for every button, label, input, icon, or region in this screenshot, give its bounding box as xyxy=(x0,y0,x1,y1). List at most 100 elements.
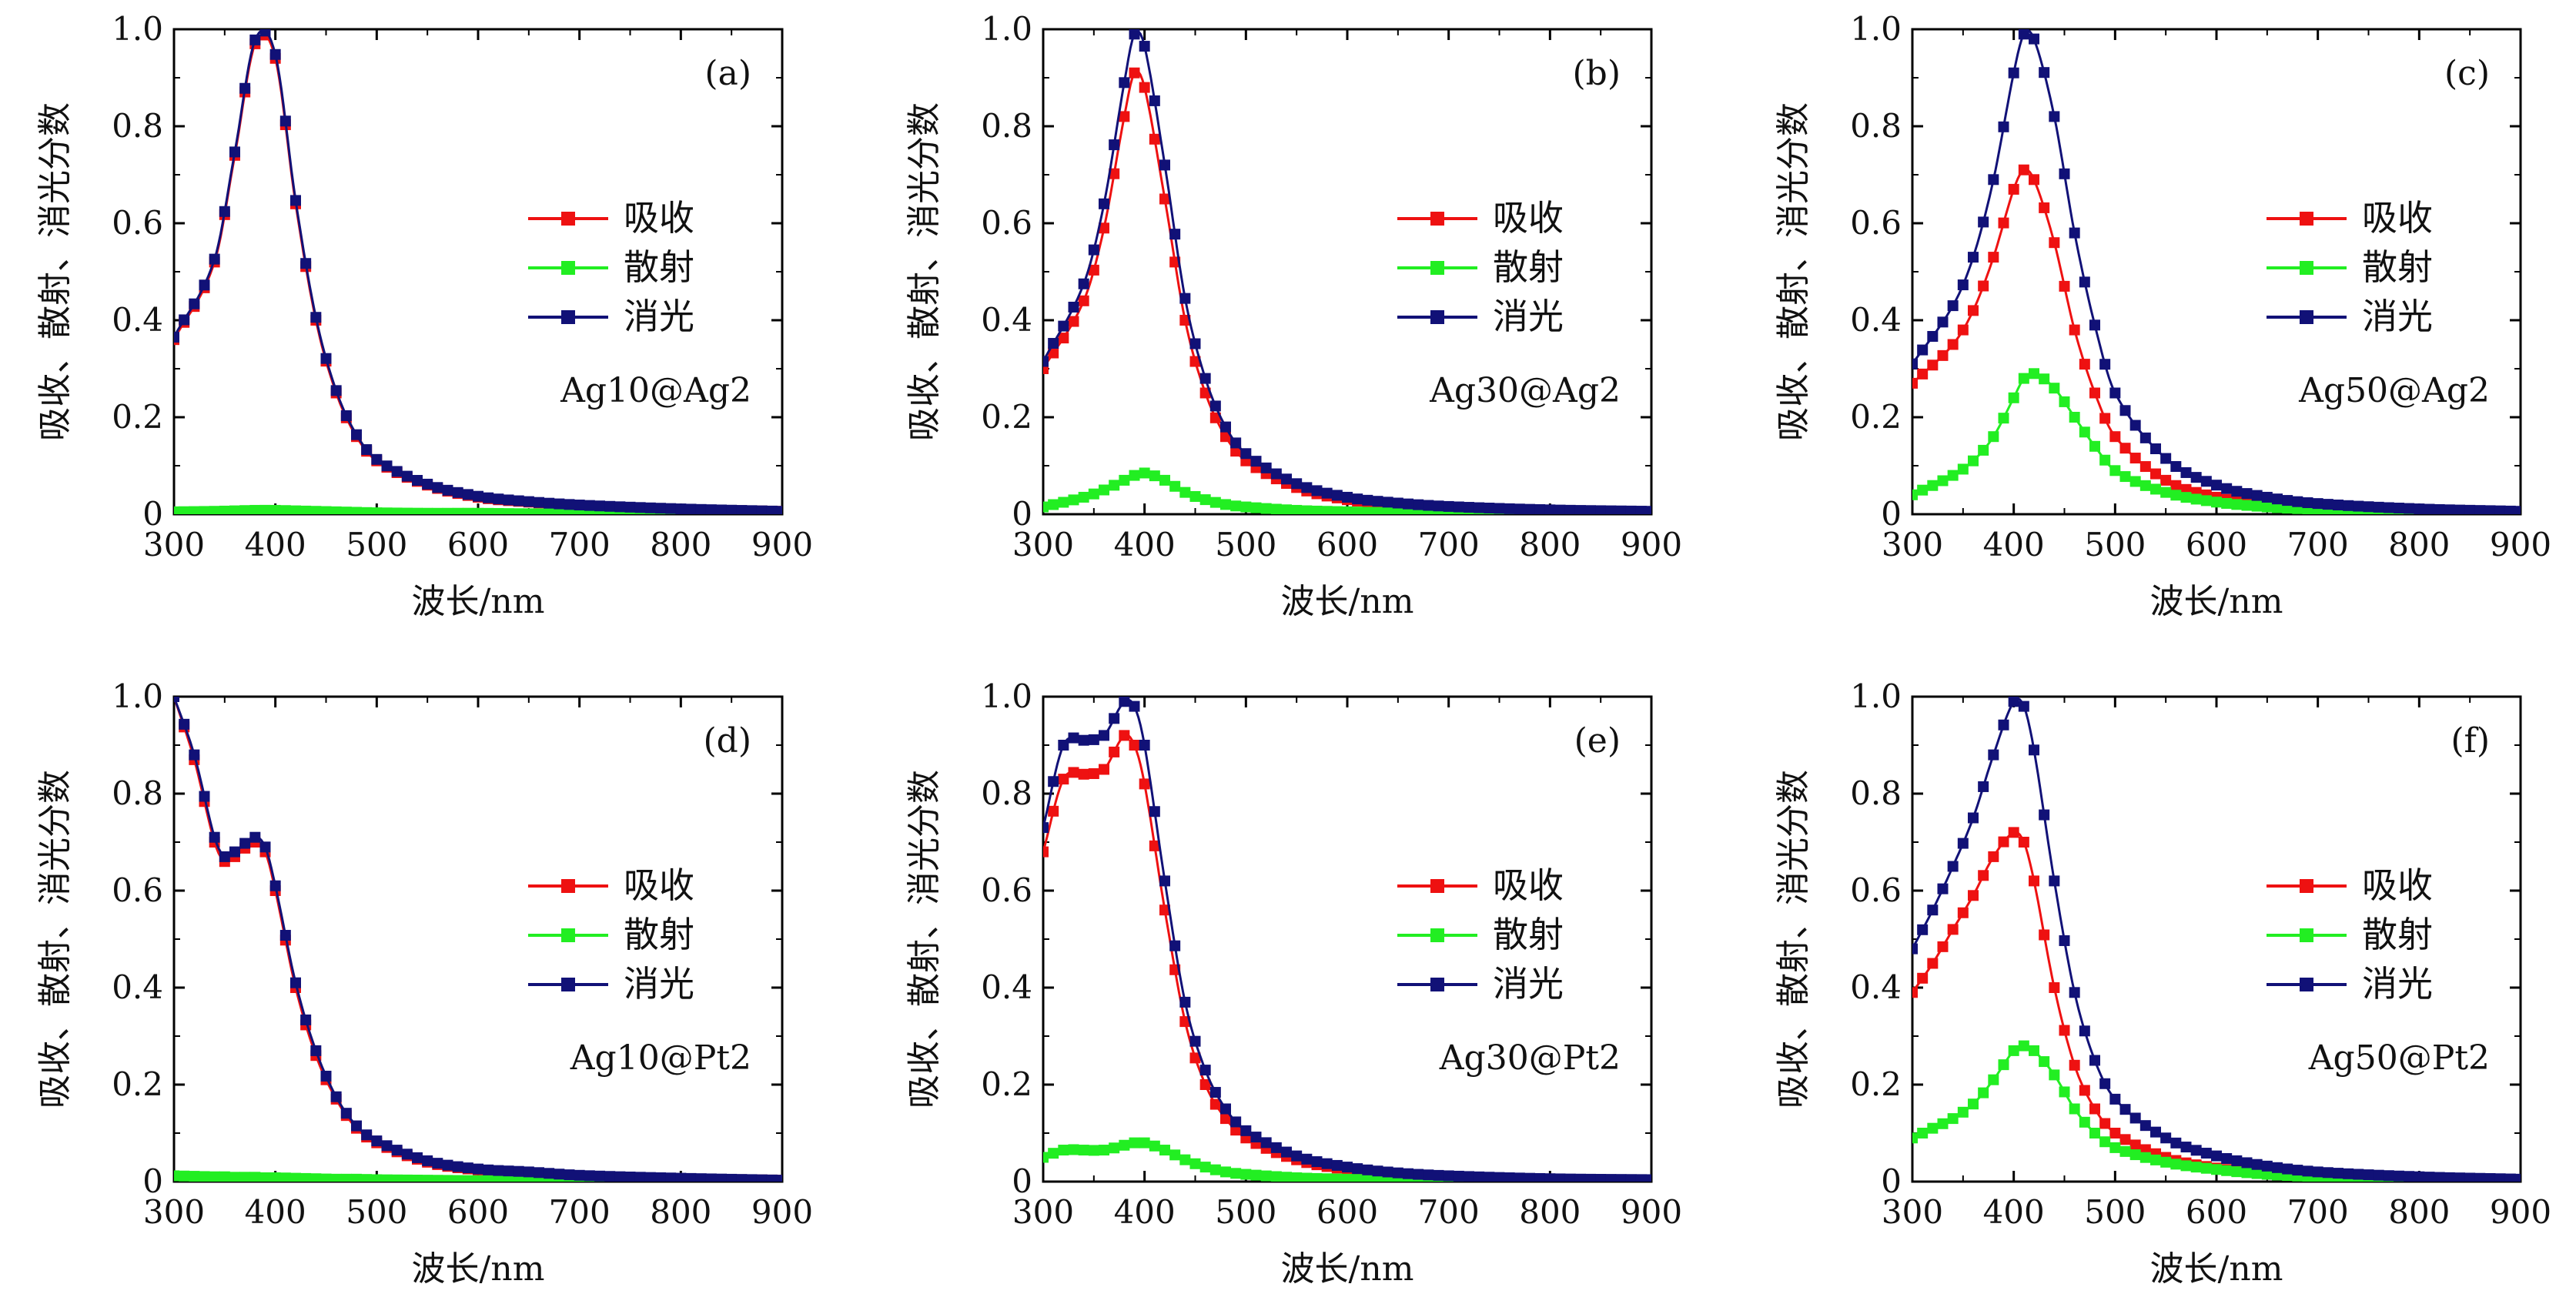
data-point xyxy=(2292,1165,2303,1176)
series-group xyxy=(174,29,782,514)
data-point xyxy=(2180,466,2192,478)
data-point xyxy=(1260,1137,1272,1149)
data-point xyxy=(361,507,373,514)
panel-label: (d) xyxy=(704,721,752,761)
data-point xyxy=(624,501,636,513)
legend-label: 消光 xyxy=(2362,963,2433,1005)
data-point xyxy=(381,1140,393,1152)
data-point xyxy=(594,1170,605,1182)
data-point xyxy=(249,34,261,45)
data-point xyxy=(1230,446,1242,457)
data-point xyxy=(1078,734,1089,746)
y-tick-label: 0.4 xyxy=(112,301,163,339)
data-point xyxy=(2484,505,2496,514)
data-point xyxy=(2444,1172,2455,1182)
data-point xyxy=(361,444,373,456)
data-point xyxy=(209,253,220,265)
data-point xyxy=(2069,412,2080,423)
data-point xyxy=(1088,488,1099,500)
data-point xyxy=(1988,851,1999,862)
data-point xyxy=(1230,1125,1242,1136)
data-point xyxy=(2312,498,2323,510)
data-point xyxy=(2333,499,2343,510)
data-point xyxy=(290,195,301,206)
legend-marker xyxy=(2300,978,2313,991)
data-point xyxy=(249,831,261,843)
data-point xyxy=(2029,1045,2039,1056)
data-point xyxy=(442,484,453,496)
x-tick-label: 500 xyxy=(346,1193,407,1231)
data-point xyxy=(1978,216,1989,228)
data-point xyxy=(2272,493,2283,505)
data-point xyxy=(2099,413,2111,424)
data-point xyxy=(1937,941,1949,952)
data-point xyxy=(1978,444,1989,456)
data-point xyxy=(2464,1172,2476,1182)
data-point xyxy=(2211,1150,2222,1162)
data-point xyxy=(473,1175,483,1182)
y-axis-label: 吸收、散射、消光分数 xyxy=(1774,102,1813,441)
data-point xyxy=(1957,838,1969,849)
data-point xyxy=(2018,1040,2029,1052)
x-axis-label: 波长/nm xyxy=(2150,582,2283,621)
data-point xyxy=(1048,776,1059,787)
data-point xyxy=(1947,470,1959,481)
data-point xyxy=(1139,467,1150,479)
data-point xyxy=(1189,490,1201,502)
panel-label: (b) xyxy=(1573,54,1621,93)
data-point xyxy=(1058,774,1069,785)
data-point xyxy=(2129,1139,2141,1151)
data-point xyxy=(422,1175,433,1182)
y-tick-label: 1.0 xyxy=(981,677,1032,715)
data-point xyxy=(2343,500,2354,511)
data-point xyxy=(1554,504,1566,514)
data-point xyxy=(1129,29,1140,40)
data-point xyxy=(391,507,403,514)
data-point xyxy=(174,1170,179,1182)
data-point xyxy=(174,697,179,702)
data-point xyxy=(1968,812,1979,824)
data-point xyxy=(1043,356,1049,367)
data-point xyxy=(2109,431,2121,443)
data-point xyxy=(2079,359,2090,370)
data-point xyxy=(2353,500,2364,512)
data-point xyxy=(229,1172,240,1182)
data-point xyxy=(1917,484,1929,496)
data-point xyxy=(1209,1164,1221,1175)
legend-marker xyxy=(561,928,575,942)
data-point xyxy=(361,1129,373,1141)
x-tick-label: 800 xyxy=(650,1193,711,1231)
data-point xyxy=(2211,497,2222,508)
data-point xyxy=(1281,1146,1292,1158)
data-point xyxy=(503,508,514,514)
legend-marker xyxy=(561,261,575,275)
data-point xyxy=(2292,496,2303,507)
y-tick-label: 0.2 xyxy=(112,398,163,436)
x-tick-label: 400 xyxy=(1114,1193,1176,1231)
data-point xyxy=(2039,929,2050,941)
data-point xyxy=(462,1162,473,1174)
data-point xyxy=(493,493,504,505)
y-tick-label: 1.0 xyxy=(1850,677,1902,715)
data-point xyxy=(1372,1174,1383,1182)
legend-marker xyxy=(2300,310,2313,324)
data-point xyxy=(2504,1173,2516,1182)
data-point xyxy=(1331,506,1343,514)
y-tick-label: 0.4 xyxy=(981,301,1032,339)
data-point xyxy=(2119,405,2131,416)
data-point xyxy=(1998,121,2009,132)
data-point xyxy=(1433,500,1444,512)
data-point xyxy=(1189,1158,1201,1169)
data-point xyxy=(1927,1122,1939,1134)
legend-marker xyxy=(2300,261,2313,275)
data-point xyxy=(300,505,312,514)
data-point xyxy=(2069,1103,2080,1115)
data-point xyxy=(279,930,291,941)
data-point xyxy=(564,1169,575,1181)
data-point xyxy=(1998,217,2009,229)
legend-label: 吸收 xyxy=(2362,197,2433,239)
data-point xyxy=(2221,483,2233,494)
data-point xyxy=(695,1173,707,1182)
x-tick-label: 900 xyxy=(1621,1193,1682,1231)
